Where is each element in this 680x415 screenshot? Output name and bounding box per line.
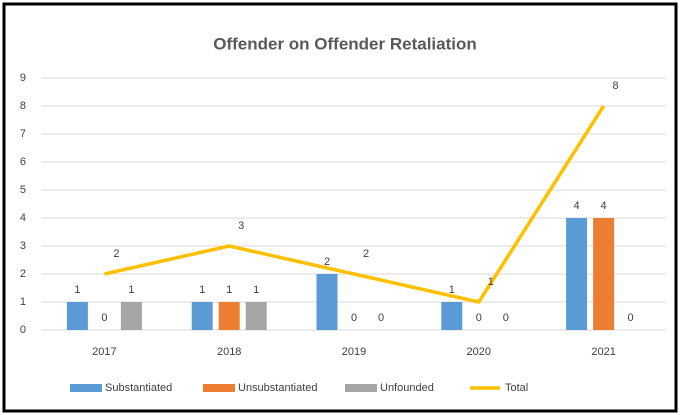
bar xyxy=(191,302,213,330)
y-tick-label: 9 xyxy=(20,72,26,84)
data-label: 1 xyxy=(449,284,455,296)
legend-swatch xyxy=(203,384,235,392)
data-label: 1 xyxy=(226,284,232,296)
data-label: 2 xyxy=(363,248,369,260)
legend-swatch xyxy=(70,384,102,392)
y-tick-label: 2 xyxy=(20,268,26,280)
y-tick-label: 5 xyxy=(20,184,26,196)
data-label: 1 xyxy=(253,284,259,296)
x-tick-label: 2017 xyxy=(92,346,116,358)
data-label: 2 xyxy=(324,256,330,268)
data-label: 4 xyxy=(574,200,580,212)
bar xyxy=(218,302,240,330)
legend-swatch xyxy=(345,384,377,392)
x-tick-label: 2021 xyxy=(591,346,615,358)
legend-label: Total xyxy=(505,382,528,394)
data-label: 0 xyxy=(476,312,482,324)
data-label: 1 xyxy=(488,276,494,288)
bar xyxy=(120,302,142,330)
data-label: 2 xyxy=(113,248,119,260)
data-label: 0 xyxy=(628,312,634,324)
data-label: 1 xyxy=(74,284,80,296)
data-label: 0 xyxy=(503,312,509,324)
y-tick-label: 3 xyxy=(20,240,26,252)
chart-title: Offender on Offender Retaliation xyxy=(213,34,477,53)
bar xyxy=(593,218,615,330)
data-label: 3 xyxy=(238,220,244,232)
data-label: 0 xyxy=(101,312,107,324)
x-tick-label: 2018 xyxy=(217,346,241,358)
data-label: 8 xyxy=(613,80,619,92)
data-label: 1 xyxy=(199,284,205,296)
y-tick-label: 7 xyxy=(20,128,26,140)
data-label: 0 xyxy=(351,312,357,324)
legend-label: Unfounded xyxy=(380,382,434,394)
data-label: 4 xyxy=(601,200,607,212)
y-tick-label: 0 xyxy=(20,324,26,336)
legend-label: Unsubstantiated xyxy=(238,382,318,394)
y-tick-label: 1 xyxy=(20,296,26,308)
y-tick-label: 6 xyxy=(20,156,26,168)
x-tick-label: 2020 xyxy=(467,346,491,358)
y-tick-label: 8 xyxy=(20,100,26,112)
bar xyxy=(245,302,267,330)
bar xyxy=(316,274,338,330)
data-label: 0 xyxy=(378,312,384,324)
data-label: 1 xyxy=(128,284,134,296)
bar xyxy=(566,218,588,330)
line xyxy=(104,105,606,304)
legend-label: Substantiated xyxy=(105,382,172,394)
y-tick-label: 4 xyxy=(20,212,26,224)
bar xyxy=(66,302,88,330)
x-tick-label: 2019 xyxy=(342,346,366,358)
bar xyxy=(441,302,463,330)
